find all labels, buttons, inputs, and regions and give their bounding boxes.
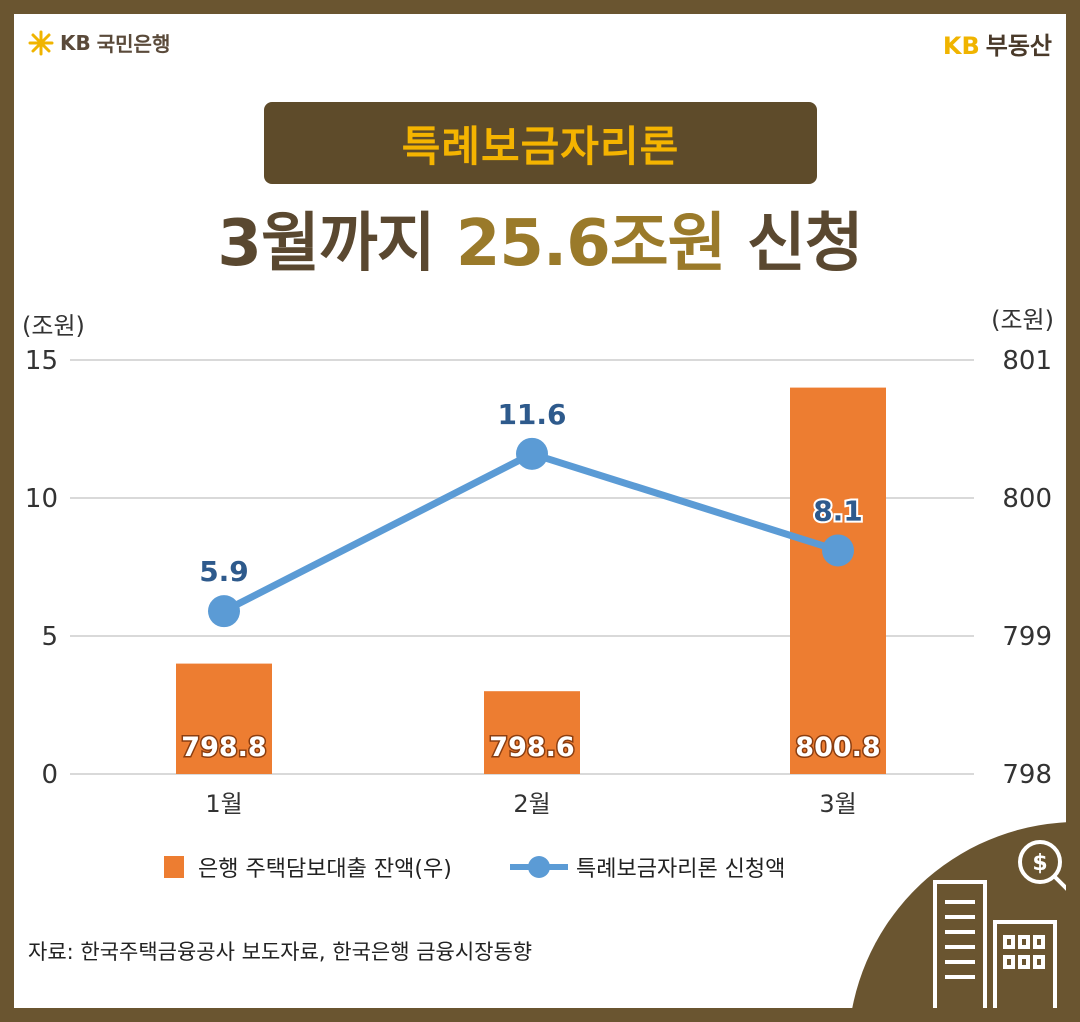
bar-data-label: 798.8 <box>181 732 266 763</box>
legend-bar-label: 은행 주택담보대출 잔액(우) <box>198 857 452 882</box>
left-axis-tick: 5 <box>41 622 58 652</box>
line-data-label: 11.6 <box>497 398 566 431</box>
x-axis-tick: 3월 <box>819 790 856 818</box>
left-axis-unit: (조원) <box>22 312 85 340</box>
building-icon <box>933 880 1057 1008</box>
right-axis-tick: 800 <box>1002 484 1052 514</box>
right-axis-tick: 798 <box>1002 760 1052 790</box>
line-point <box>208 595 240 628</box>
series-line <box>222 450 840 615</box>
combo-chart: 0 5 10 15 798 799 800 801 1월 2월 3월 798.8 798.6 800.8… <box>25 346 1052 882</box>
bar <box>790 387 886 774</box>
realestate-name: 부동산 <box>985 32 1052 60</box>
kb-text: KB <box>60 30 91 55</box>
title-box: 특례보금자리론 <box>264 102 817 184</box>
legend-line-marker <box>528 856 550 878</box>
right-axis-tick: 801 <box>1002 346 1052 376</box>
frame: KB 국민은행 KB 부동산 특례보금자리론 3월까지 25.6조원 신청 (조원… <box>14 14 1066 1008</box>
x-axis-tick: 2월 <box>513 790 550 818</box>
headline-pre: 3월까지 <box>217 207 456 281</box>
left-axis-tick: 10 <box>25 484 58 514</box>
headline-highlight: 25.6조원 <box>455 207 727 281</box>
left-axis-tick: 15 <box>25 346 58 376</box>
legend-bar-swatch <box>164 856 184 878</box>
kb-realestate-logo: KB 부동산 <box>943 26 1052 61</box>
left-axis-tick: 0 <box>41 760 58 790</box>
building-corner-graphic: $ <box>852 822 1066 1008</box>
bar-data-label: 800.8 <box>795 732 880 763</box>
bank-name: 국민은행 <box>96 32 171 56</box>
bar <box>176 663 272 774</box>
x-axis-tick: 1월 <box>205 790 242 818</box>
right-axis-tick: 799 <box>1002 622 1052 652</box>
headline: 3월까지 25.6조원 신청 <box>14 192 1066 284</box>
line-data-label: 8.1 <box>813 494 863 527</box>
right-axis-unit: (조원) <box>991 306 1054 334</box>
dollar-search-icon <box>1018 840 1066 891</box>
kb-star-icon <box>28 30 54 55</box>
source-note: 자료: 한국주택금융공사 보도자료, 한국은행 금융시장동향 <box>28 940 533 964</box>
line-point <box>822 534 854 567</box>
bar-data-label: 798.6 <box>489 732 574 763</box>
bar <box>484 691 580 774</box>
kb-text: KB <box>942 32 980 60</box>
kb-bank-logo: KB 국민은행 <box>28 28 170 57</box>
svg-text:$: $ <box>1032 851 1047 876</box>
headline-post: 신청 <box>725 207 864 281</box>
line-point <box>516 437 548 470</box>
page-title: 특례보금자리론 <box>401 121 680 171</box>
line-data-label: 5.9 <box>199 555 249 588</box>
legend-line-label: 특례보금자리론 신청액 <box>576 857 785 882</box>
